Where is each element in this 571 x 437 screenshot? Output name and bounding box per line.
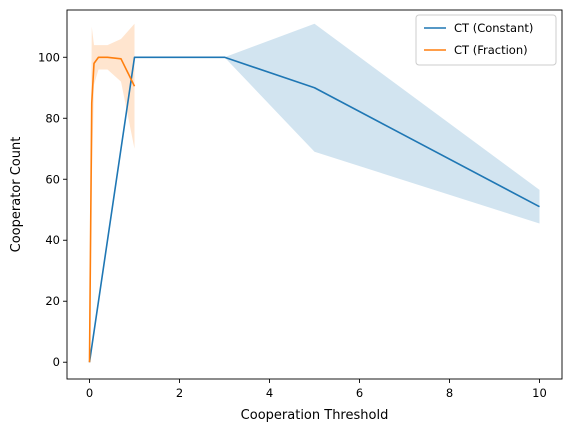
x-tick-label: 10: [532, 386, 547, 400]
y-tick-label: 60: [45, 172, 60, 186]
series-line-0: [88, 56, 540, 363]
plot-frame: [66, 9, 563, 380]
y-tick-label: 20: [45, 294, 60, 308]
legend-box: [415, 14, 557, 66]
legend: CT (Constant) CT (Fraction): [415, 14, 557, 66]
x-tick-label: 0: [86, 386, 93, 400]
y-tick-label: 0: [53, 355, 60, 369]
y-tick-label: 80: [45, 111, 60, 125]
x-tick-label: 2: [176, 386, 183, 400]
y-tick-label: 100: [38, 50, 60, 64]
y-tick-label: 40: [45, 233, 60, 247]
x-axis-label: Cooperation Threshold: [241, 408, 389, 423]
x-tick-label: 8: [446, 386, 453, 400]
legend-label-0: CT (Constant): [454, 21, 533, 35]
x-tick-label: 4: [266, 386, 273, 400]
legend-label-1: CT (Fraction): [454, 43, 528, 57]
confidence-band-0: [89, 23, 540, 363]
series-lines: [88, 56, 540, 363]
confidence-bands: [89, 23, 540, 363]
confidence-band-1: [89, 23, 135, 363]
x-tick-label: 6: [356, 386, 363, 400]
series-line-1: [88, 56, 136, 363]
y-axis-label: Cooperator Count: [9, 137, 24, 253]
